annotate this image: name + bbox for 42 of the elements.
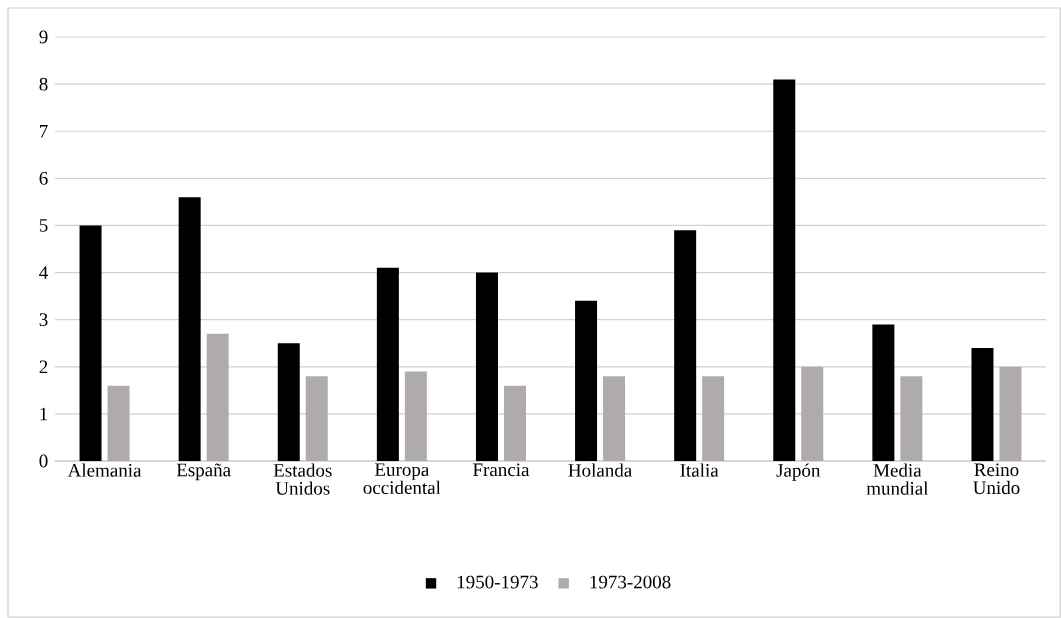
x-tick-label: Media mundial <box>866 463 929 495</box>
bar <box>277 343 300 461</box>
bar <box>971 347 994 461</box>
bar <box>872 324 895 461</box>
y-tick-label: 1 <box>40 407 48 421</box>
bar <box>404 371 427 461</box>
y-tick-label: 7 <box>40 125 48 138</box>
x-tick-label: Italia <box>680 463 719 477</box>
y-tick-label: 4 <box>39 266 48 279</box>
y-tick-label: 5 <box>39 219 48 232</box>
y-tick-label: 2 <box>39 360 48 374</box>
y-tick-label: 9 <box>39 30 48 44</box>
bar <box>475 272 498 461</box>
legend-label: 1950-1973 <box>457 575 538 589</box>
x-tick-label: Japón <box>776 463 821 481</box>
bar <box>900 376 923 461</box>
bar <box>801 366 824 461</box>
bar <box>999 366 1022 461</box>
bar <box>206 333 229 461</box>
x-tick-label: España <box>176 463 231 481</box>
y-tick-label: 0 <box>39 454 48 468</box>
x-tick-label: Reino Unido <box>973 463 1020 495</box>
bar <box>376 267 399 461</box>
bar <box>773 79 796 461</box>
x-tick-label: Francia <box>473 463 530 477</box>
bar <box>603 376 626 461</box>
bar <box>305 376 328 461</box>
bar <box>79 225 102 461</box>
bar <box>107 385 130 461</box>
x-tick-label: Europa occidental <box>363 463 441 495</box>
x-tick-label: Alemania <box>67 463 142 477</box>
x-tick-label: Holanda <box>568 463 632 477</box>
y-tick-label: 6 <box>39 171 48 185</box>
legend-label: 1973-2008 <box>590 575 671 589</box>
y-tick-label: 8 <box>39 77 48 91</box>
bar <box>674 230 697 461</box>
bar <box>702 376 725 461</box>
bar <box>575 300 598 461</box>
x-tick-label: Estados Unidos <box>273 463 332 495</box>
y-tick-label: 3 <box>39 313 48 327</box>
bar <box>503 385 526 461</box>
bar <box>178 197 201 461</box>
